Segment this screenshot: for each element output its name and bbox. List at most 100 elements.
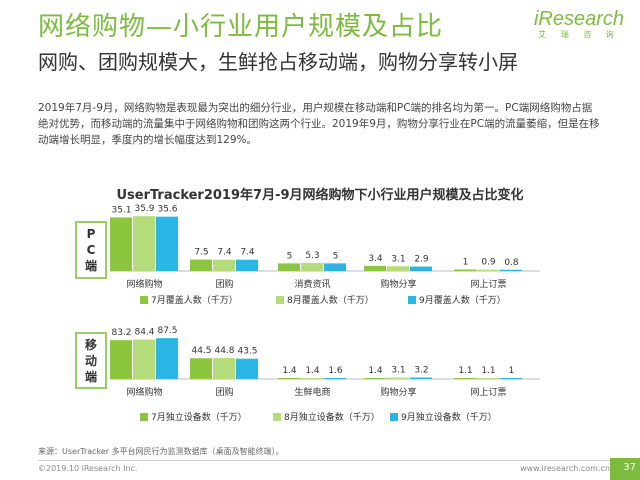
data-label: 7.4 (240, 248, 255, 258)
data-label: 1.6 (328, 366, 343, 376)
bar-3 (500, 378, 522, 379)
bar-1 (110, 340, 132, 379)
bar-2 (133, 339, 155, 379)
bar-1 (278, 263, 300, 271)
data-label: 3.1 (391, 366, 405, 376)
bar-1 (110, 217, 132, 271)
bar-2 (133, 216, 155, 271)
bar-1 (364, 378, 386, 379)
data-label: 83.2 (111, 328, 131, 338)
legend-swatch (408, 296, 416, 304)
data-label: 84.4 (134, 328, 154, 338)
bar-3 (410, 266, 432, 271)
bar-3 (236, 259, 258, 271)
panel-label-box (75, 332, 107, 389)
category-label: 网上订票 (470, 387, 506, 398)
data-label: 3.1 (391, 254, 405, 264)
data-label: 1.4 (282, 366, 297, 376)
data-label: 35.9 (134, 204, 154, 214)
data-label: 44.8 (214, 346, 234, 356)
footer-divider (38, 460, 610, 461)
copyright: ©2019.10 iResearch Inc. (38, 464, 138, 473)
bar-3 (324, 263, 346, 271)
legend-swatch (390, 413, 398, 421)
data-label: 1.4 (305, 366, 320, 376)
logo-subtext: 艾 瑞 咨 询 (538, 30, 620, 39)
bar-1 (190, 259, 212, 271)
data-label: 0.8 (504, 258, 519, 268)
bar-2 (301, 378, 323, 379)
category-label: 消费资讯 (294, 278, 330, 290)
bar-2 (387, 377, 409, 379)
category-label: 购物分享 (380, 278, 416, 290)
category-label: 生鲜电商 (294, 386, 330, 398)
legend-swatch (273, 413, 281, 421)
bar-3 (156, 216, 178, 271)
bar-2 (387, 266, 409, 271)
category-label: 网上订票 (470, 279, 506, 290)
page-subtitle: 网购、团购规模大，生鲜抢占移动端，购物分享转小屏 (38, 50, 518, 74)
bar-2 (477, 378, 499, 379)
category-label: 购物分享 (380, 386, 416, 398)
data-label: 1 (463, 257, 469, 267)
description-line: 绝对优势，而移动端的流量集中于网络购物和团购这两个行业。2019年9月，购物分享… (38, 118, 600, 130)
bar-1 (190, 358, 212, 379)
data-label: 7.5 (194, 248, 208, 258)
source-note: 来源：UserTracker 多平台网民行为监测数据库（桌面及智能终端）。 (38, 447, 284, 456)
bar-3 (500, 269, 522, 271)
legend-label: 9月覆盖人数（千万） (419, 294, 506, 306)
bar-1 (364, 265, 386, 271)
data-label: 0.9 (481, 258, 496, 268)
panel-label: 移动端 (85, 337, 97, 384)
data-label: 2.9 (414, 255, 429, 265)
chart-title: UserTracker2019年7月-9月网络购物下小行业用户规模及占比变化 (116, 188, 524, 203)
page-number: 37 (623, 462, 636, 473)
page-number-tab (610, 458, 640, 480)
bar-2 (301, 262, 323, 271)
bar-3 (236, 358, 258, 379)
data-label: 3.4 (368, 254, 383, 264)
legend-label: 9月独立设备数（千万） (401, 411, 497, 423)
description-line: 2019年7月-9月，网络购物是表现最为突出的细分行业，用户规模在移动端和PC端… (38, 102, 593, 114)
bar-3 (324, 378, 346, 379)
legend-swatch (140, 413, 148, 421)
category-label: 团购 (215, 386, 233, 398)
category-label: 网络购物 (126, 386, 162, 398)
page-title: 网络购物—小行业用户规模及占比 (38, 12, 444, 42)
data-label: 5.3 (305, 251, 319, 261)
legend-swatch (276, 296, 284, 304)
data-label: 43.5 (237, 347, 257, 357)
data-label: 35.1 (111, 205, 131, 215)
data-label: 35.6 (157, 205, 177, 215)
iresearch-logo: iResearch 艾 瑞 咨 询 (528, 8, 630, 40)
data-label: 7.4 (217, 248, 232, 258)
bar-2 (213, 358, 235, 379)
data-label: 44.5 (191, 346, 211, 356)
data-label: 1.1 (458, 366, 472, 376)
website-url: www.iresearch.com.cn (520, 464, 610, 473)
legend-swatch (140, 296, 148, 304)
bar-1 (278, 378, 300, 379)
bar-1 (454, 378, 476, 379)
data-label: 1.4 (368, 366, 383, 376)
logo-text: iResearch (533, 8, 625, 30)
category-label: 团购 (215, 278, 233, 290)
bar-1 (454, 269, 476, 271)
description: 2019年7月-9月，网络购物是表现最为突出的细分行业，用户规模在移动端和PC端… (38, 100, 608, 148)
panel-label-box (75, 221, 107, 279)
data-label: 87.5 (157, 326, 177, 336)
legend-label: 8月覆盖人数（千万） (287, 294, 374, 306)
legend-label: 7月覆盖人数（千万） (151, 294, 238, 306)
data-label: 5 (333, 251, 339, 261)
bar-2 (477, 269, 499, 271)
data-label: 1 (509, 366, 515, 376)
data-label: 3.2 (414, 366, 428, 376)
bar-2 (213, 259, 235, 271)
legend-label: 7月独立设备数（千万） (151, 411, 247, 423)
category-label: 网络购物 (126, 278, 162, 290)
legend-label: 8月独立设备数（千万） (284, 411, 380, 423)
description-line: 动端增长明显，季度内的增长幅度达到129%。 (38, 134, 258, 146)
bar-3 (410, 377, 432, 379)
